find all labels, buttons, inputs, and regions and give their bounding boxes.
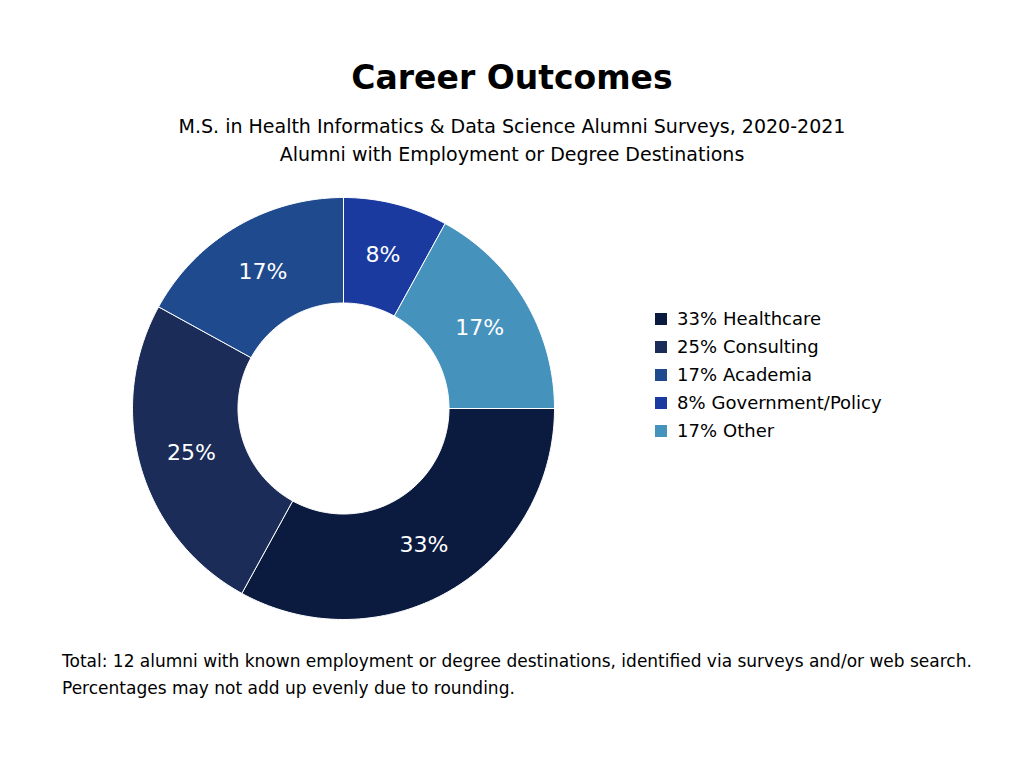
svg-text:8%: 8% [365, 242, 400, 267]
svg-text:17%: 17% [238, 259, 287, 284]
html-text:17% Other: 17% Other [677, 420, 775, 441]
html-text:17% Academia: 17% Academia [677, 364, 812, 385]
html-text:Alumni with Employment or Degr: Alumni with Employment or Degree Destina… [279, 143, 745, 165]
html-text:Career Outcomes: Career Outcomes [351, 58, 673, 97]
html-text:33% Healthcare: 33% Healthcare [677, 308, 822, 329]
svg-text:25%: 25% [167, 440, 216, 465]
svg-text:17%: 17% [455, 315, 504, 340]
svg-text:33%: 33% [400, 532, 449, 557]
html-text:8% Government/Policy: 8% Government/Policy [677, 392, 882, 413]
html-text:Total: 12 alumni with known em: Total: 12 alumni with known employment o… [62, 651, 972, 698]
html-text:M.S. in Health Informatics & D: M.S. in Health Informatics & Data Scienc… [178, 115, 846, 137]
html-text:25% Consulting: 25% Consulting [677, 336, 819, 357]
